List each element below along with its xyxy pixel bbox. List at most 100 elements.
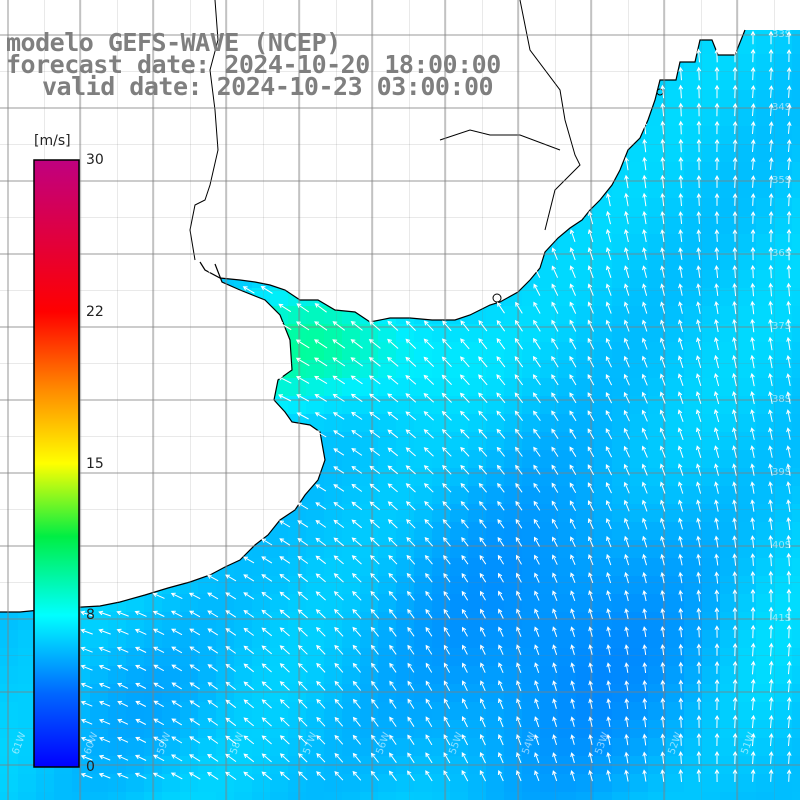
speed-cell (612, 684, 631, 703)
speed-cell (558, 540, 577, 559)
speed-cell (378, 486, 397, 505)
speed-cell (468, 720, 487, 739)
wind-arrow (243, 609, 255, 618)
speed-cell (198, 630, 217, 649)
speed-cell (612, 504, 631, 523)
wind-arrow (587, 355, 595, 368)
speed-cell (396, 324, 415, 343)
wind-arrow (768, 769, 774, 782)
speed-cell (576, 288, 595, 307)
wind-arrow (750, 769, 756, 782)
speed-cell (738, 774, 757, 793)
speed-cell (792, 504, 800, 523)
speed-cell (594, 234, 613, 253)
wind-arrow (678, 715, 684, 728)
speed-cell (576, 702, 595, 721)
wind-arrow (443, 554, 451, 565)
speed-cell (468, 396, 487, 415)
wind-arrow (515, 301, 523, 314)
wind-arrow (768, 354, 773, 369)
wind-arrow (189, 682, 200, 690)
wind-arrow (768, 228, 774, 243)
wind-arrow (786, 30, 792, 45)
speed-cell (558, 504, 577, 523)
speed-cell (774, 594, 793, 613)
wind-arrow (696, 589, 702, 602)
speed-cell (360, 630, 379, 649)
wind-arrow (678, 553, 683, 566)
wind-arrow (696, 156, 702, 171)
wind-arrow (750, 318, 755, 333)
wind-arrow (462, 680, 468, 692)
wind-arrow (533, 337, 541, 350)
speed-cell (594, 522, 613, 541)
speed-cell (162, 648, 181, 667)
wind-arrow (786, 624, 792, 639)
wind-arrow (369, 320, 381, 331)
wind-arrow (333, 555, 344, 565)
speed-cell (468, 648, 487, 667)
speed-cell (198, 594, 217, 613)
wind-arrow (551, 464, 559, 475)
speed-cell (468, 342, 487, 361)
wind-arrow (425, 770, 433, 782)
speed-cell (234, 702, 253, 721)
speed-cell (792, 216, 800, 235)
wind-arrow (678, 174, 684, 189)
wind-arrow (117, 736, 129, 743)
speed-cell (216, 684, 235, 703)
wind-arrow (732, 714, 738, 729)
wind-arrow (388, 572, 398, 583)
wind-arrow (768, 552, 774, 567)
speed-cell (756, 630, 775, 649)
speed-cell (792, 162, 800, 181)
speed-cell (540, 774, 559, 793)
wind-arrow (478, 374, 488, 386)
speed-cell (396, 684, 415, 703)
speed-cell (558, 720, 577, 739)
speed-cell (252, 738, 271, 757)
speed-cell (720, 126, 739, 145)
wind-arrow (98, 700, 111, 707)
wind-arrow (243, 592, 255, 600)
speed-cell (702, 720, 721, 739)
wind-arrow (624, 589, 629, 602)
wind-arrow (279, 591, 291, 601)
wind-arrow (551, 446, 559, 457)
speed-cell (306, 360, 325, 379)
wind-arrow (750, 139, 756, 152)
speed-cell (324, 486, 343, 505)
wind-arrow (153, 736, 165, 744)
speed-cell (486, 396, 505, 415)
speed-cell (198, 612, 217, 631)
speed-cell (738, 738, 757, 757)
wind-arrow (406, 572, 415, 583)
wind-arrow (497, 752, 504, 764)
wind-arrow (623, 337, 630, 350)
speed-cell (324, 738, 343, 757)
wind-arrow (642, 265, 647, 278)
speed-cell (576, 252, 595, 271)
speed-cell (756, 702, 775, 721)
wind-arrow (443, 590, 451, 601)
wind-arrow (424, 555, 433, 565)
speed-cell (630, 774, 649, 793)
wind-arrow (660, 625, 666, 638)
speed-cell (630, 684, 649, 703)
wind-arrow (387, 375, 399, 385)
speed-cell (324, 594, 343, 613)
speed-cell (612, 738, 631, 757)
latitude-label: 37S (772, 321, 791, 332)
wind-arrow (696, 337, 701, 351)
speed-cell (684, 162, 703, 181)
speed-cell (288, 360, 307, 379)
speed-cell (684, 414, 703, 433)
wind-arrow (750, 570, 756, 585)
speed-cell (414, 720, 433, 739)
wind-arrow (352, 590, 362, 601)
speed-cell (486, 522, 505, 541)
wind-arrow (243, 574, 255, 582)
speed-cell (684, 378, 703, 397)
speed-cell (594, 792, 613, 800)
